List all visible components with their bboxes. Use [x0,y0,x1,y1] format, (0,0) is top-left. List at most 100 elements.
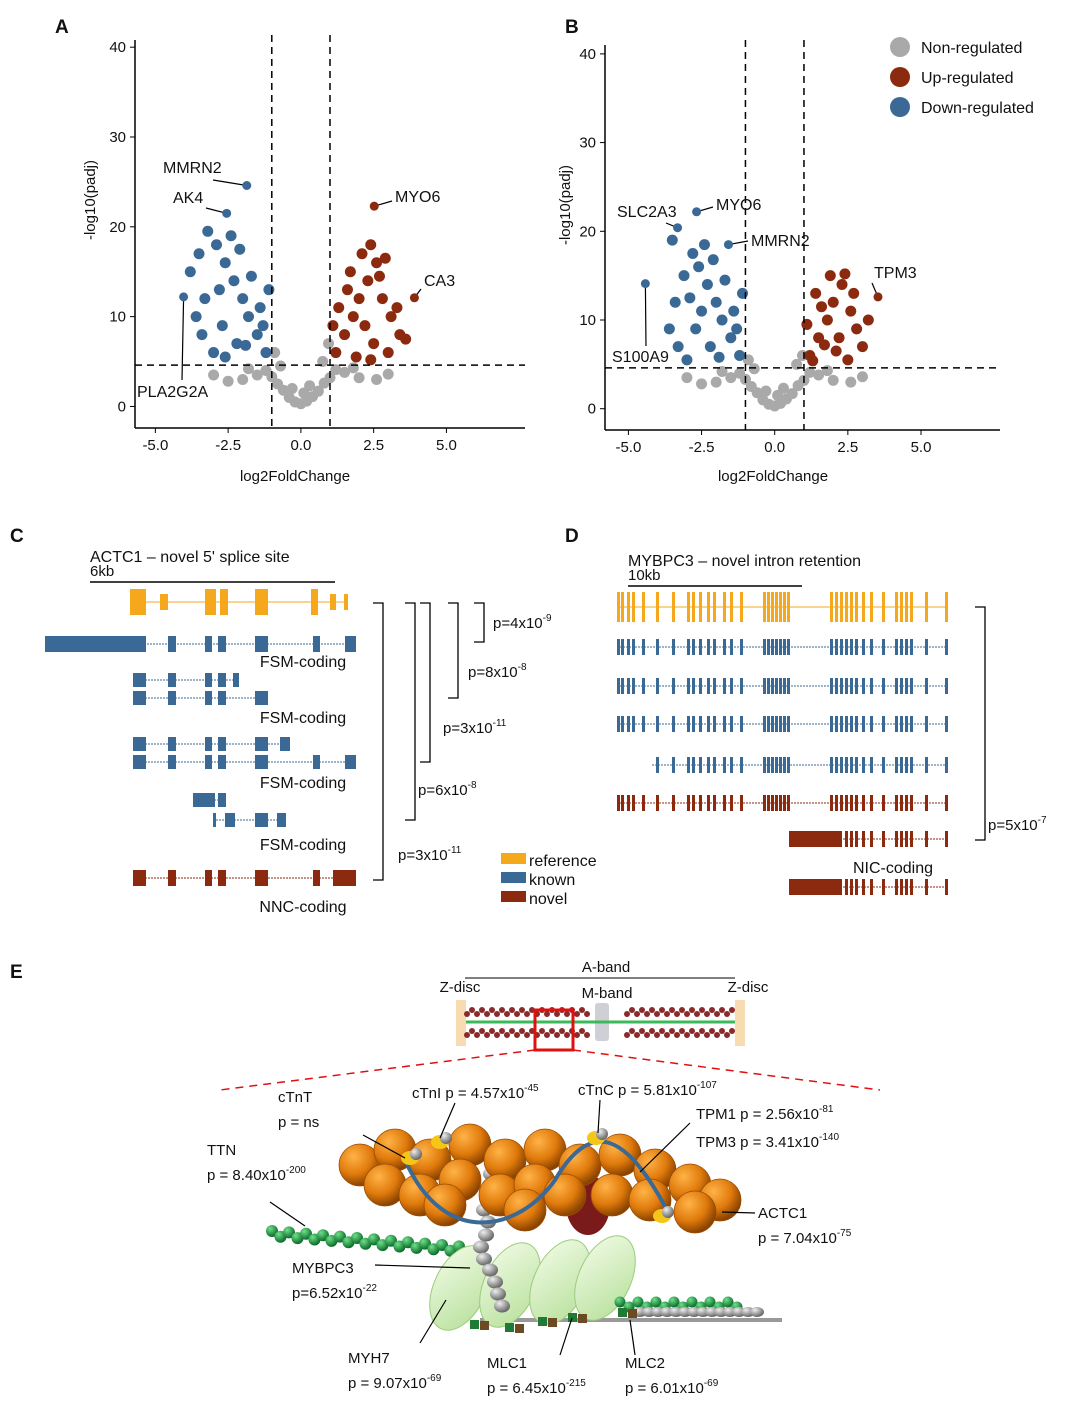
exon [632,795,635,811]
text-part: MYH7 [348,1350,390,1367]
exon [925,879,928,895]
point [816,301,828,313]
point [810,287,822,299]
exon [882,831,885,847]
exon [656,795,659,811]
mybpc3-bead [487,1275,503,1289]
exon [642,716,645,732]
actin-bead [474,1032,480,1038]
exon [905,757,908,773]
exon [730,639,733,655]
point [317,356,329,368]
superscript: -215 [566,1378,586,1389]
exon [840,639,843,655]
exon [672,716,675,732]
x-tick-label: -5.0 [615,439,641,456]
p-value: p=3x10-11 [443,718,507,737]
actin-bead [484,1032,490,1038]
point [275,360,287,372]
point [710,296,722,308]
text-part: cTnT [278,1089,312,1106]
actin-bead [559,1028,565,1034]
exon [840,795,843,811]
exon [870,716,873,732]
point [237,293,249,305]
exon [900,831,903,847]
y-tick-label: 10 [579,312,596,329]
exon [862,678,865,694]
exon [707,639,710,655]
text-part: p=6.52x10 [292,1285,362,1302]
actin-bead [729,1028,735,1034]
actin-bead [484,1011,490,1017]
point [851,323,863,335]
point [263,284,275,296]
exon [333,870,356,886]
point [848,287,860,299]
point [693,261,705,273]
exon [713,795,716,811]
isoform-label: NIC-coding [853,860,933,877]
actin-bead [679,1007,685,1013]
mybpc3-bead [704,1296,716,1308]
exon [627,592,630,622]
point [690,323,702,335]
exon [255,636,268,652]
exon [723,592,726,622]
exon [910,795,913,811]
exon [723,639,726,655]
mybpc3-bead [650,1296,662,1308]
exon [763,716,766,732]
actin-bead [719,1007,725,1013]
exon [713,678,716,694]
actin-bead [469,1007,475,1013]
exon [233,673,239,687]
exon [255,813,268,827]
exon [835,795,838,811]
exon [280,737,290,751]
superscript: -140 [819,1132,839,1143]
exon [225,813,235,827]
actin-bead [519,1007,525,1013]
point [353,372,365,384]
band-label: Z-disc [440,979,481,996]
exon [699,716,702,732]
exon [771,592,774,622]
exon [771,639,774,655]
text-part: TPM3 p = 3.41x10 [696,1134,819,1151]
superscript: -75 [837,1228,852,1239]
exon [882,757,885,773]
exon [205,870,212,886]
exon [830,795,833,811]
point [339,366,351,378]
point [210,239,222,251]
exon [845,678,848,694]
protein-label: MLC1 [487,1355,527,1372]
titin-bead [385,1234,397,1247]
exon [672,678,675,694]
protein-p-value: p = 8.40x10-200 [207,1165,306,1184]
x-tick-label: 5.0 [436,437,457,454]
point [707,254,719,266]
labeled-point [369,201,379,211]
exon [763,678,766,694]
exon [783,678,786,694]
exon [213,813,216,827]
point [202,225,214,237]
mybpc3-bead [668,1296,680,1308]
protein-label: TPM3 p = 3.41x10-140 [696,1132,839,1151]
exon [730,795,733,811]
point [365,239,377,251]
band-label: M-band [582,985,633,1002]
exon [855,757,858,773]
actin-bead [499,1007,505,1013]
titin-bead [283,1226,295,1239]
exon [699,678,702,694]
point [193,248,205,260]
exon [882,678,885,694]
point [698,239,710,251]
point [208,369,220,381]
protein-p-value: p = ns [278,1114,319,1131]
point [379,252,391,264]
exon [835,757,838,773]
